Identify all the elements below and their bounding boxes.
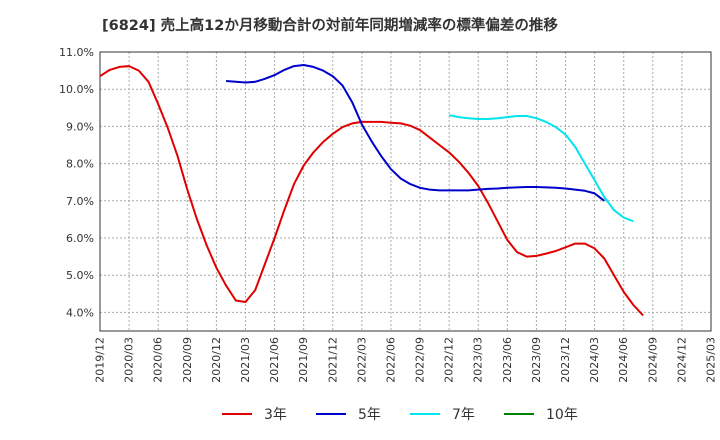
- x-tick-label: 2023/03: [472, 337, 485, 383]
- legend: 3年 5年 7年 10年: [222, 407, 578, 423]
- x-tick-label: 2024/03: [588, 337, 601, 383]
- x-axis-tick-labels: 2019/12 2020/03 2020/06 2020/09 2020/12 2021/…: [94, 337, 718, 383]
- x-tick-label: 2023/06: [501, 337, 514, 383]
- y-tick-label: 10.0%: [59, 83, 94, 96]
- grid-lines: [99, 51, 712, 331]
- legend-label-2: 5年: [358, 407, 381, 423]
- x-tick-label: 2020/06: [152, 337, 165, 383]
- x-tick-label: 2024/12: [675, 337, 688, 383]
- y-tick-label: 4.0%: [66, 306, 94, 319]
- x-tick-label: 2022/09: [414, 337, 427, 383]
- y-tick-label: 8.0%: [66, 158, 94, 171]
- legend-label-1: 3年: [264, 407, 287, 423]
- x-tick-label: 2021/12: [326, 337, 339, 383]
- x-tick-label: 2020/09: [181, 337, 194, 383]
- x-tick-label: 2020/03: [123, 337, 136, 383]
- series-line-1: [99, 65, 644, 317]
- y-tick-label: 7.0%: [66, 195, 94, 208]
- y-axis-tick-labels: 4.0% 5.0% 6.0% 7.0% 8.0% 9.0% 10.0% 11.0%: [59, 46, 94, 319]
- legend-label-3: 7年: [452, 407, 475, 423]
- series-line-2: [226, 64, 605, 202]
- x-tick-label: 2023/12: [559, 337, 572, 383]
- legend-label-4: 10年: [546, 407, 578, 423]
- plot-area-frame: [99, 51, 712, 332]
- x-tick-label: 2024/09: [646, 337, 659, 383]
- x-tick-label: 2019/12: [94, 337, 107, 383]
- x-tick-label: 2022/12: [443, 337, 456, 383]
- x-tick-label: 2020/12: [210, 337, 223, 383]
- x-tick-label: 2022/06: [384, 337, 397, 383]
- x-tick-label: 2023/09: [530, 337, 543, 383]
- series-lines: [99, 64, 644, 317]
- y-tick-label: 9.0%: [66, 120, 94, 133]
- series-line-3: [448, 114, 634, 223]
- x-tick-label: 2025/03: [705, 337, 718, 383]
- x-tick-label: 2021/06: [268, 337, 281, 383]
- y-tick-label: 6.0%: [66, 232, 94, 245]
- x-tick-label: 2024/06: [617, 337, 630, 383]
- chart-title: [6824] 売上高12か月移動合計の対前年同期増減率の標準偏差の推移: [102, 18, 558, 34]
- y-tick-label: 5.0%: [66, 269, 94, 282]
- x-tick-label: 2021/03: [239, 337, 252, 383]
- x-tick-label: 2021/09: [297, 337, 310, 383]
- y-tick-label: 11.0%: [59, 46, 94, 59]
- x-tick-label: 2022/03: [355, 337, 368, 383]
